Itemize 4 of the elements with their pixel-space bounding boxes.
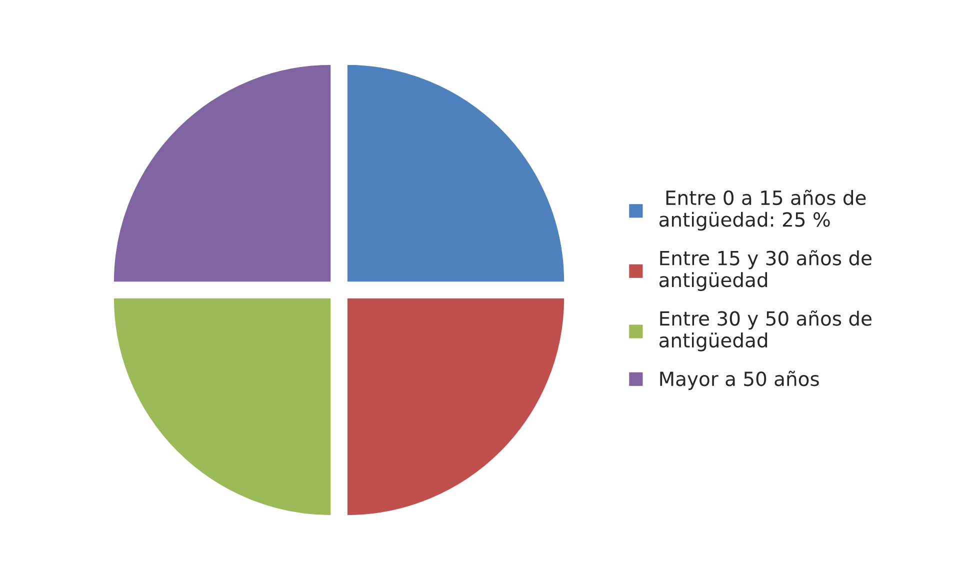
legend-label: Entre 30 y 50 años de antigüedad [659,310,872,352]
legend-label: Entre 15 y 30 años de antigüedad [659,250,872,291]
legend-label: Mayor a 50 años [660,370,819,390]
legend-label: Entre 0 a 15 años de antigüedad: 25 % [659,190,866,231]
